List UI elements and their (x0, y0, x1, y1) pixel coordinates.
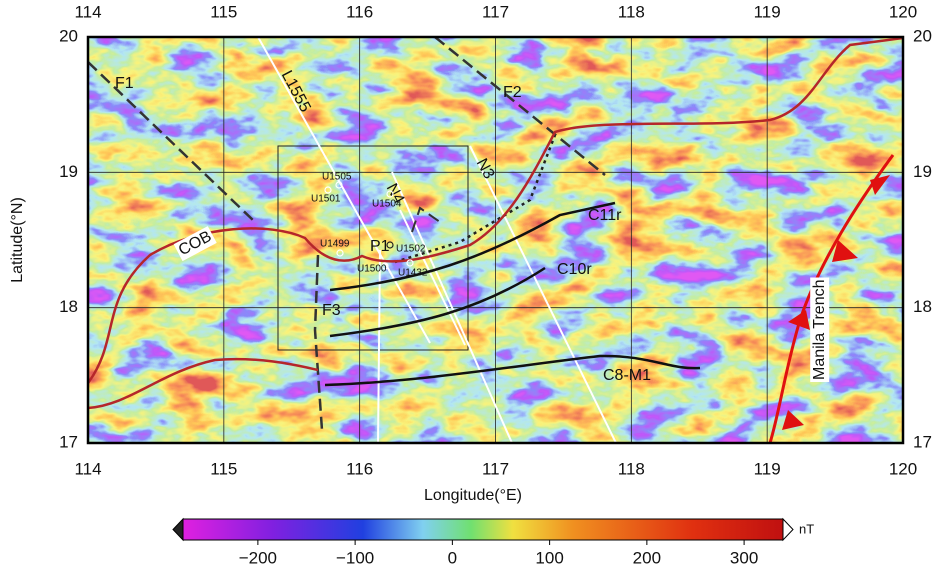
feature-label: P1 (370, 238, 390, 255)
x-tick-label-top: 117 (482, 2, 509, 21)
profiles (257, 37, 617, 443)
fault-line (313, 254, 324, 431)
site-label: U1499 (320, 239, 350, 250)
site-label: U1432 (398, 268, 428, 279)
y-tick-label-right: 20 (913, 26, 932, 45)
x-tick-label: 116 (346, 459, 373, 478)
feature-label: F2 (503, 84, 522, 101)
y-tick-label-right: 19 (913, 162, 932, 181)
grid (88, 37, 903, 443)
label-background (810, 277, 830, 382)
x-tick-label-top: 115 (210, 2, 237, 21)
profile-line (391, 171, 513, 443)
y-tick-label: 17 (59, 432, 78, 451)
anomaly-line (329, 201, 616, 292)
feature-label: Manila Trench (811, 280, 828, 381)
x-tick-label-top: 120 (889, 2, 917, 21)
y-tick-label-right: 18 (913, 297, 932, 316)
feature-label: C10r (557, 261, 592, 278)
colorbar (172, 517, 794, 542)
colorbar-unit: nT (799, 521, 814, 536)
fault-line (411, 206, 441, 233)
cob-line (88, 37, 903, 384)
site-label: U1500 (357, 264, 387, 275)
x-tick-label: 118 (618, 459, 645, 478)
fault-line (434, 37, 606, 176)
faults (88, 37, 606, 431)
anomaly-line (329, 266, 546, 338)
colorbar-body (182, 518, 784, 541)
anomalies (324, 201, 701, 387)
site-label: U1502 (396, 244, 426, 255)
profile-line (399, 209, 466, 346)
profile-line (257, 37, 431, 344)
site-marker (324, 186, 332, 194)
x-tick-label: 120 (889, 459, 917, 478)
site-marker (386, 190, 394, 198)
anomaly-line (324, 354, 701, 387)
study-box (277, 145, 469, 351)
map-frame (86, 35, 905, 445)
colorbar-left-cap (172, 517, 184, 542)
colorbar-tick-label: −100 (336, 548, 374, 567)
y-tick-label-right: 17 (913, 432, 932, 451)
site-marker (335, 181, 343, 189)
feature-label: C8-M1 (603, 367, 651, 384)
colorbar-tick-label: 200 (633, 548, 661, 567)
site-marker (381, 262, 389, 270)
y-axis-label: Latitude(°N) (9, 197, 26, 283)
label-background (173, 226, 217, 262)
colorbar-ticks: −200 −100 0 100 200 300 nT (239, 521, 814, 567)
x-tick-label: 115 (210, 459, 237, 478)
site-label: U1504 (372, 199, 402, 210)
x-tick-label: 117 (482, 459, 509, 478)
feature-label: F3 (322, 302, 341, 319)
y-tick-label: 18 (59, 297, 78, 316)
profile-line (469, 145, 617, 443)
colorbar-tick-label: 100 (535, 548, 563, 567)
colorbar-tick-label: −200 (239, 548, 277, 567)
ticks: 114 114 115 115 116 116 117 117 118 118 119 119 120 1… (59, 2, 932, 478)
site-marker (406, 259, 414, 267)
x-tick-label: 114 (74, 459, 101, 478)
colorbar-tick-label: 300 (730, 548, 758, 567)
y-tick-label: 20 (59, 26, 78, 45)
colorbar-right-cap (782, 517, 794, 542)
x-tick-label-top: 119 (754, 2, 781, 21)
feature-label: C11r (588, 207, 622, 224)
cob (88, 37, 903, 410)
x-tick-label: 119 (754, 459, 781, 478)
fault-line (88, 61, 256, 223)
y-tick-label: 19 (59, 162, 78, 181)
trench (768, 154, 895, 443)
site-label: U1505 (322, 172, 352, 183)
site-label: U1501 (311, 194, 341, 205)
colorbar-tick-label: 0 (448, 548, 457, 567)
site-marker (336, 249, 344, 257)
x-tick-label-top: 114 (74, 2, 101, 21)
x-tick-label-top: 116 (346, 2, 373, 21)
x-axis-label: Longitude(°E) (424, 487, 522, 504)
feature-label: F1 (115, 75, 134, 92)
site-marker (386, 241, 394, 249)
cob-line (88, 357, 319, 410)
dotted-line (394, 134, 557, 264)
x-tick-label-top: 118 (618, 2, 645, 21)
